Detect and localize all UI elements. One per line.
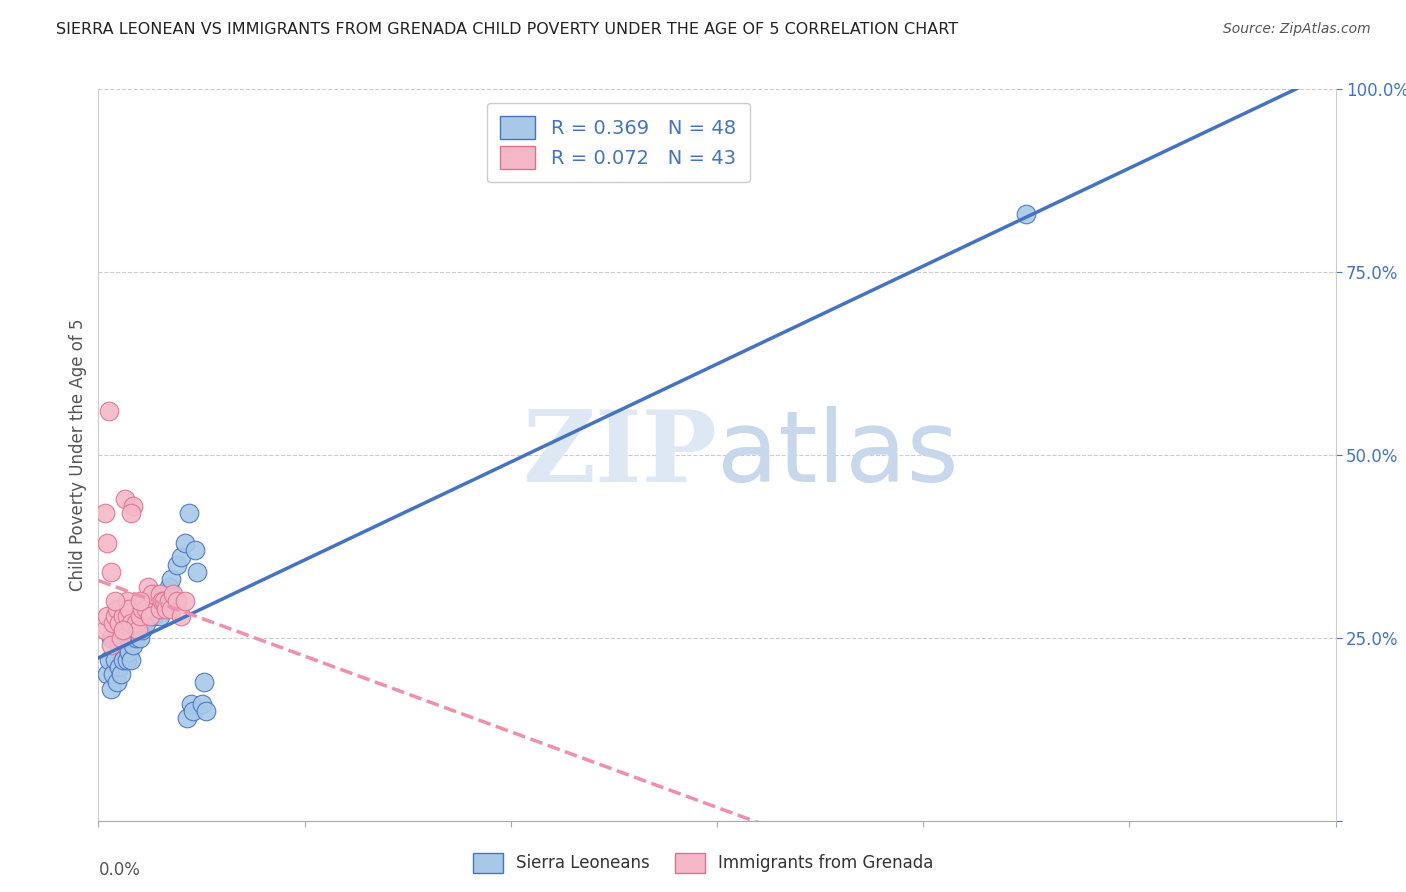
Point [159,601,181,615]
Point [112,653,135,667]
Point [104,594,127,608]
Point [131,601,153,615]
Point [118,645,141,659]
Point [170,550,193,565]
Point [174,535,197,549]
Point [136,594,159,608]
Point [1015,206,1038,220]
Point [128,631,150,645]
Point [150,594,173,608]
Point [120,653,142,667]
Point [114,638,136,652]
Point [136,580,159,594]
Point [110,667,132,681]
Point [176,711,198,725]
Point [104,608,127,623]
Point [97,404,120,418]
Point [117,608,139,623]
Point [112,624,135,638]
Point [108,660,131,674]
Point [155,601,177,615]
Point [157,594,180,608]
Point [96,535,118,549]
Point [179,507,201,521]
Point [149,587,172,601]
Text: SIERRA LEONEAN VS IMMIGRANTS FROM GRENADA CHILD POVERTY UNDER THE AGE OF 5 CORRE: SIERRA LEONEAN VS IMMIGRANTS FROM GRENAD… [56,22,959,37]
Text: ZIP: ZIP [522,407,717,503]
Point [157,580,180,594]
Point [120,624,142,638]
Point [118,601,141,615]
Point [166,594,188,608]
Point [128,616,150,631]
Point [143,608,166,623]
Point [149,608,172,623]
Point [100,638,122,652]
Point [120,507,142,521]
Legend: Sierra Leoneans, Immigrants from Grenada: Sierra Leoneans, Immigrants from Grenada [465,847,941,880]
Point [155,594,177,608]
Point [108,638,131,652]
Point [186,565,208,579]
Point [139,608,162,623]
Point [112,608,135,623]
Point [193,674,215,689]
Point [124,616,146,631]
Point [190,697,212,711]
Point [105,601,128,615]
Text: 0.0%: 0.0% [98,861,141,879]
Point [122,499,145,513]
Point [128,594,150,608]
Point [162,587,184,601]
Point [170,608,193,623]
Point [97,653,120,667]
Point [122,638,145,652]
Point [180,697,202,711]
Point [108,616,131,631]
Point [184,543,207,558]
Point [132,594,155,608]
Point [181,704,204,718]
Point [153,587,176,601]
Point [194,704,217,718]
Point [131,624,153,638]
Point [96,667,118,681]
Point [117,653,139,667]
Point [100,631,122,645]
Point [145,594,167,608]
Point [101,667,124,681]
Point [141,587,163,601]
Point [93,624,115,638]
Point [135,601,157,615]
Point [110,631,132,645]
Point [101,616,124,631]
Point [100,565,122,579]
Point [100,681,122,696]
Point [117,594,139,608]
Point [120,616,142,631]
Point [114,491,136,506]
Point [149,601,172,615]
Point [104,653,127,667]
Point [128,608,150,623]
Point [135,616,157,631]
Text: atlas: atlas [717,407,959,503]
Point [139,601,162,615]
Text: Source: ZipAtlas.com: Source: ZipAtlas.com [1223,22,1371,37]
Point [153,594,176,608]
Point [132,608,155,623]
Point [127,624,149,638]
Point [124,631,146,645]
Legend: R = 0.369   N = 48, R = 0.072   N = 43: R = 0.369 N = 48, R = 0.072 N = 43 [486,103,749,183]
Point [159,572,181,586]
Point [114,624,136,638]
Point [174,594,197,608]
Point [105,674,128,689]
Point [166,558,188,572]
Y-axis label: Child Poverty Under the Age of 5: Child Poverty Under the Age of 5 [69,318,87,591]
Point [96,608,118,623]
Point [93,507,115,521]
Point [141,587,163,601]
Point [118,631,141,645]
